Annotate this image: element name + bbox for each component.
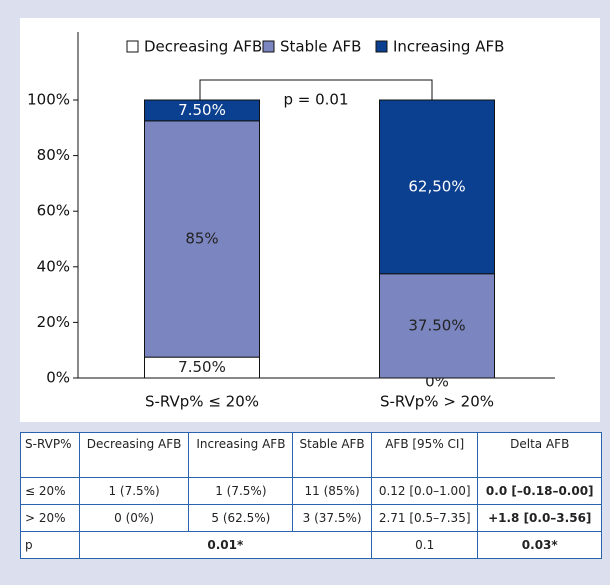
table-header: Stable AFB	[292, 432, 372, 478]
y-tick-label: 100%	[27, 91, 70, 109]
y-tick-label: 80%	[37, 146, 70, 164]
legend-swatch	[262, 40, 275, 53]
significance-bracket	[199, 79, 433, 100]
annotation: p = 0.01	[283, 91, 348, 109]
table-cell: 5 (62.5%)	[188, 504, 294, 532]
chart-panel	[20, 18, 600, 422]
x-tick-label: S-RVp% ≤ 20%	[145, 393, 259, 411]
value-label: 7.50%	[178, 358, 226, 376]
table-cell: > 20%	[20, 504, 80, 532]
bar-segment	[144, 99, 260, 122]
table-cell: 2.71 [0.5–7.35]	[370, 504, 479, 532]
y-tick-label: 0%	[46, 369, 70, 387]
table-cell: 3 (37.5%)	[292, 504, 372, 532]
table-header: S-RVP%	[20, 432, 80, 478]
chart: 0% 20% 40% 60% 80% 100% 7.50% 85% 7.50% S-RVp% ≤ …	[20, 18, 600, 422]
table-header: Decreasing AFB	[78, 432, 190, 478]
y-tick-label: 40%	[37, 257, 70, 275]
table-cell: 0.0 [–0.18–0.00]	[477, 477, 602, 505]
table-cell: +1.8 [0.0–3.56]	[477, 504, 602, 532]
y-tick-label: 60%	[37, 202, 70, 220]
table-cell: 11 (85%)	[292, 477, 372, 505]
bar-segment	[379, 273, 495, 379]
table-cell: 1 (7.5%)	[78, 477, 190, 505]
legend-swatch	[126, 40, 139, 53]
table-cell: 0.03*	[477, 531, 602, 559]
legend-label: Increasing AFB	[393, 38, 504, 56]
legend-label: Decreasing AFB	[144, 38, 262, 56]
table-header: Delta AFB	[477, 432, 602, 478]
value-label: 85%	[185, 230, 218, 248]
value-label: 7.50%	[178, 101, 226, 119]
table-cell: p	[20, 531, 80, 559]
table-header: AFB [95% CI]	[370, 432, 479, 478]
x-tick-label: S-RVp% > 20%	[380, 393, 494, 411]
table-cell: 0.01*	[78, 531, 372, 559]
bar-segment	[379, 99, 495, 275]
legend-label: Stable AFB	[280, 38, 361, 56]
results-table: S-RVP% Decreasing AFB Increasing AFB Sta…	[20, 432, 602, 559]
table-cell: 0.12 [0.0–1.00]	[370, 477, 479, 505]
value-label: 37.50%	[408, 316, 465, 334]
bar-segment	[144, 120, 260, 358]
value-label: 62,50%	[408, 177, 465, 195]
y-tick-label: 20%	[37, 313, 70, 331]
table-cell: 0 (0%)	[78, 504, 190, 532]
table-header: Increasing AFB	[188, 432, 294, 478]
table-cell: ≤ 20%	[20, 477, 80, 505]
legend-swatch	[375, 40, 388, 53]
table-cell: 1 (7.5%)	[188, 477, 294, 505]
table-cell: 0.1	[370, 531, 479, 559]
